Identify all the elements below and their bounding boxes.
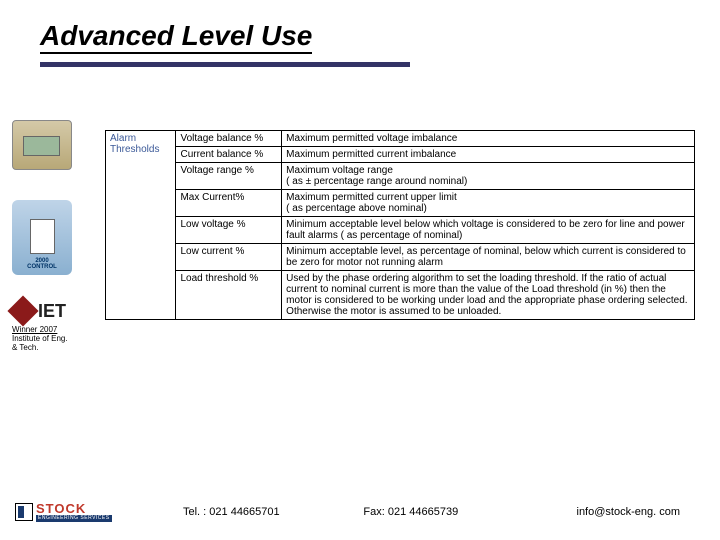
table-param: Low current % (176, 244, 282, 271)
title-underline (40, 62, 410, 67)
page-title: Advanced Level Use (40, 20, 312, 54)
table-param: Max Current% (176, 190, 282, 217)
table-param: Voltage range % (176, 163, 282, 190)
table-desc: Used by the phase ordering algorithm to … (282, 271, 695, 320)
table-desc: Minimum acceptable level, as percentage … (282, 244, 695, 271)
iet-diamond-icon (7, 295, 38, 326)
footer: STOCK ENGINEERING SERVICES Tel. : 021 44… (0, 502, 720, 522)
table-param: Voltage balance % (176, 131, 282, 147)
footer-tel: Tel. : 021 44665701 (142, 506, 321, 518)
award-year: 2000 (35, 258, 48, 264)
table-desc: Minimum acceptable level below which vol… (282, 217, 695, 244)
table-param: Low voltage % (176, 217, 282, 244)
table-desc: Maximum permitted current imbalance (282, 147, 695, 163)
company-name: STOCK (36, 502, 112, 515)
sidebar: 2000 CONTROL IET Winner 2007 Institute o… (12, 120, 82, 352)
table-param: Current balance % (176, 147, 282, 163)
logo-mark-icon (15, 503, 33, 521)
table-param: Load threshold % (176, 271, 282, 320)
iet-text: IET (38, 301, 66, 322)
device-image (12, 120, 72, 170)
footer-email: info@stock-eng. com (501, 506, 705, 518)
iet-logo: IET (12, 300, 82, 322)
award-text: CONTROL (27, 264, 57, 270)
footer-fax: Fax: 021 44665739 (321, 506, 500, 518)
table-desc: Maximum permitted voltage imbalance (282, 131, 695, 147)
table-desc: Maximum voltage range ( as ± percentage … (282, 163, 695, 190)
iet-caption: Winner 2007 Institute of Eng. & Tech. (12, 326, 82, 352)
thresholds-table: Alarm ThresholdsVoltage balance %Maximum… (105, 130, 695, 320)
table-category: Alarm Thresholds (106, 131, 176, 320)
footer-logo: STOCK ENGINEERING SERVICES (15, 502, 112, 522)
table-desc: Maximum permitted current upper limit ( … (282, 190, 695, 217)
company-subtitle: ENGINEERING SERVICES (36, 515, 112, 522)
award-image: 2000 CONTROL (12, 200, 72, 275)
